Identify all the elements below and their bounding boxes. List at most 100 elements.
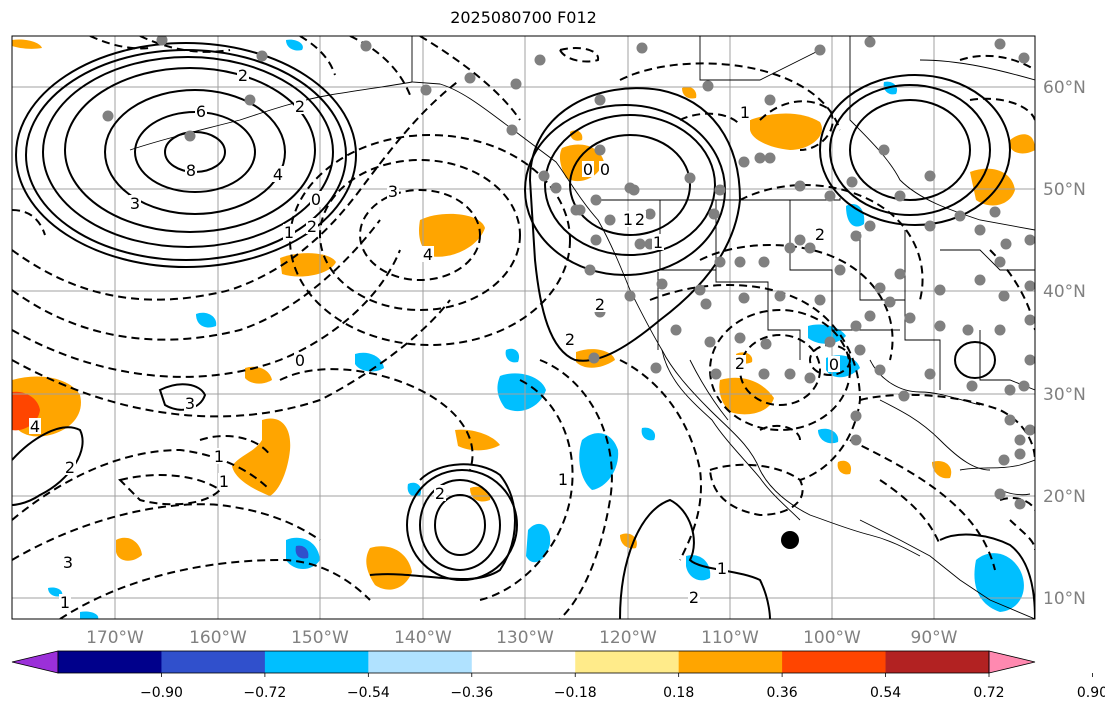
negative-anomaly-area — [48, 587, 63, 597]
contour-label-background — [185, 162, 197, 178]
contour-label: 1 — [284, 223, 294, 242]
positive-anomaly-area — [116, 537, 142, 561]
station-marker — [510, 78, 522, 90]
colorbar-segment — [264, 651, 369, 673]
station-marker — [850, 434, 862, 446]
colorbar-tick-label: −0.72 — [243, 685, 286, 701]
colorbar-tick-labels: −0.90 −0.72 −0.54 −0.36 −0.18 0.18 0.36 0.54 0.7… — [140, 673, 1105, 701]
station-marker — [684, 172, 696, 184]
station-marker — [864, 220, 876, 232]
contour-label-background — [64, 459, 76, 475]
station-marker — [1014, 498, 1026, 510]
station-marker — [994, 324, 1006, 336]
station-marker — [760, 338, 772, 350]
station-marker — [884, 296, 896, 308]
station-marker — [864, 36, 876, 48]
station-marker — [464, 72, 476, 84]
negative-anomaly-area — [505, 348, 520, 363]
station-marker — [794, 180, 806, 192]
contour-label-background — [422, 246, 434, 262]
contour-label: 1 — [717, 559, 727, 578]
station-marker — [702, 80, 714, 92]
station-marker — [594, 144, 606, 156]
colorbar-segment — [368, 651, 473, 673]
contour-label-background — [557, 471, 569, 487]
colorbar-tick-label: −0.36 — [450, 685, 493, 701]
station-marker — [994, 488, 1006, 500]
station-marker — [874, 282, 886, 294]
station-marker — [804, 372, 816, 384]
station-marker — [604, 214, 616, 226]
negative-contours — [12, 36, 1035, 619]
contour-label: 2 — [635, 210, 645, 229]
negative-anomaly-area — [497, 373, 546, 412]
station-marker — [974, 274, 986, 286]
station-marker — [360, 40, 372, 52]
station-marker — [1024, 354, 1035, 366]
map-frame — [11, 35, 1036, 620]
longitude-label: 90°W — [911, 628, 958, 648]
contour-label: 2 — [435, 484, 445, 503]
contour-label-background — [62, 554, 74, 570]
contour-label: 2 — [295, 97, 305, 116]
colorbar-tick-label: 0.18 — [663, 685, 694, 701]
station-marker — [1018, 380, 1030, 392]
latitude-label: 50°N — [1043, 180, 1086, 200]
station-marker — [1024, 234, 1035, 246]
positive-anomaly-area — [232, 418, 291, 496]
station-marker — [924, 220, 936, 232]
contour-label: 1 — [623, 210, 633, 229]
colorbar-segment — [471, 651, 576, 673]
contour-label: 2 — [689, 588, 699, 607]
negative-anomaly-area — [883, 81, 898, 95]
contour-label-background — [716, 560, 728, 576]
station-marker — [974, 224, 986, 236]
station-marker — [1014, 434, 1026, 446]
station-marker — [594, 94, 606, 106]
station-marker — [924, 170, 936, 182]
negative-anomaly-area — [80, 611, 99, 619]
contour-label: 8 — [186, 161, 196, 180]
station-marker — [989, 206, 1001, 218]
station-marker — [864, 310, 876, 322]
positive-anomaly-area — [1010, 134, 1035, 154]
station-marker — [1024, 314, 1035, 326]
station-marker — [700, 298, 712, 310]
station-marker — [878, 144, 890, 156]
station-marker — [534, 54, 546, 66]
station-marker — [710, 368, 722, 380]
station-marker — [738, 156, 750, 168]
latitude-label: 30°N — [1043, 385, 1086, 405]
colorbar-left-extension — [11, 650, 59, 674]
colorbar-tick-label: −0.90 — [140, 685, 183, 701]
station-markers — [102, 36, 1035, 510]
map-area[interactable] — [12, 36, 1035, 619]
contour-label: 4 — [273, 165, 283, 184]
positive-anomaly-area — [419, 213, 485, 257]
station-marker — [506, 124, 518, 136]
highlighted-station-marker[interactable] — [781, 531, 799, 549]
station-marker — [584, 264, 596, 276]
station-marker — [156, 36, 168, 46]
negative-anomaly-area — [818, 428, 839, 444]
longitude-label: 130°W — [496, 628, 554, 648]
negative-anomaly-area — [355, 352, 384, 372]
station-marker — [574, 204, 586, 216]
station-marker — [1014, 448, 1026, 460]
station-marker — [850, 230, 862, 242]
contour-label: 4 — [423, 245, 433, 264]
contour-label: 3 — [185, 394, 195, 413]
colorbar-tick-label: 0.36 — [767, 685, 798, 701]
contour-label-background — [283, 224, 295, 240]
station-marker — [966, 380, 978, 392]
station-marker — [894, 268, 906, 280]
station-marker — [784, 368, 796, 380]
contour-label: 1 — [740, 103, 750, 122]
station-marker — [898, 390, 910, 402]
station-marker — [894, 190, 906, 202]
contour-label: 0 — [311, 190, 321, 209]
station-marker — [954, 210, 966, 222]
station-marker — [1024, 424, 1035, 436]
